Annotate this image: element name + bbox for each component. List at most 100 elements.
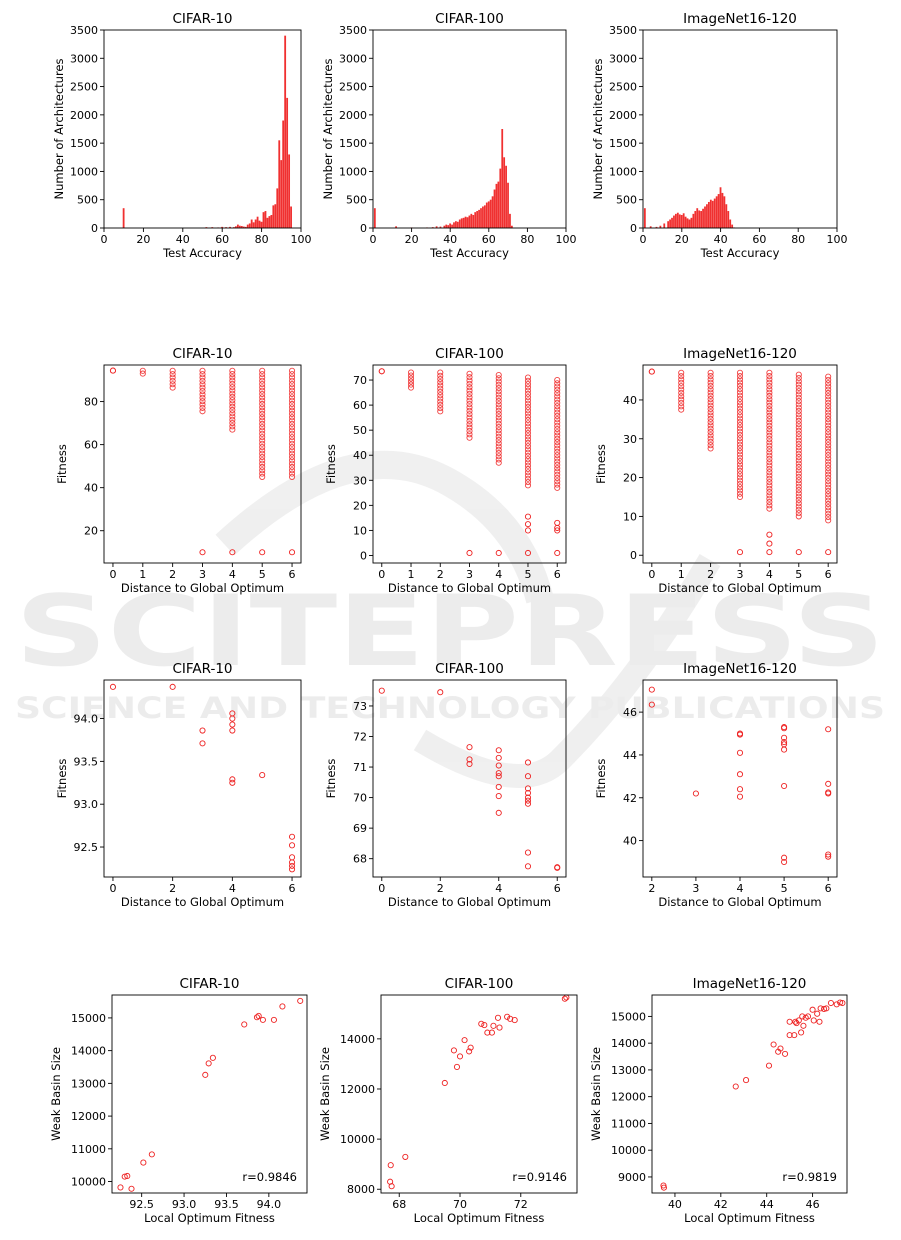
data-point	[209, 1054, 216, 1061]
histogram-bar	[505, 165, 507, 228]
x-tick-label: 93.0	[172, 1198, 197, 1211]
data-point	[795, 398, 802, 405]
data-point	[795, 427, 802, 434]
data-point	[288, 387, 296, 394]
data-point	[736, 786, 744, 793]
data-point	[736, 425, 744, 432]
data-point	[524, 410, 532, 417]
data-point	[524, 449, 532, 456]
data-point	[259, 371, 266, 378]
histogram-bar	[443, 225, 446, 228]
plot-frame	[651, 994, 848, 1194]
data-point	[766, 489, 773, 496]
y-tick-label: 30	[353, 474, 367, 487]
watermark-brand: SCITEPRESS	[15, 575, 885, 689]
data-point	[437, 382, 444, 389]
data-point	[678, 393, 685, 400]
data-point	[554, 416, 561, 423]
data-point	[259, 450, 266, 457]
data-point	[554, 468, 561, 475]
data-point	[124, 1172, 131, 1180]
data-point	[792, 1018, 799, 1025]
data-point	[736, 477, 744, 484]
x-axis-label: Distance to Global Optimum	[658, 581, 821, 595]
data-point	[795, 477, 802, 484]
data-point	[648, 701, 655, 708]
histogram-bar	[719, 187, 722, 228]
histogram-bar	[476, 211, 479, 228]
x-tick-label: 2	[169, 882, 176, 895]
x-tick-label: 100	[556, 233, 577, 246]
chart-panel-r2c2: 0 1 2 3 4 5 6010203040506070CIFAR-100Distance …	[324, 346, 567, 595]
histogram-bar	[671, 217, 673, 228]
histogram-bar	[655, 226, 658, 228]
data-point	[766, 386, 773, 393]
y-axis-label: Number of Architectures	[591, 59, 605, 200]
x-tick-label: 4	[495, 568, 502, 581]
data-point	[678, 386, 685, 393]
data-point	[466, 421, 473, 428]
data-point	[827, 999, 834, 1007]
data-point	[117, 1184, 124, 1191]
histogram-bar	[725, 204, 728, 228]
data-point	[169, 374, 176, 381]
data-point	[494, 1014, 502, 1021]
data-point	[795, 384, 802, 391]
data-point	[554, 419, 561, 426]
data-point	[678, 369, 685, 376]
y-tick-label: 10	[353, 524, 367, 537]
data-point	[229, 384, 236, 391]
histogram-bar	[678, 214, 681, 228]
x-tick-label: 72	[514, 1198, 528, 1211]
data-point	[524, 423, 532, 430]
data-point	[288, 407, 296, 414]
y-tick-label: 15000	[611, 1010, 646, 1023]
data-point	[766, 498, 773, 506]
histogram-bar	[456, 221, 459, 228]
data-point	[524, 527, 532, 534]
histogram-bar	[700, 211, 703, 228]
x-tick-label: 5	[524, 568, 531, 581]
data-point	[766, 429, 773, 436]
data-point	[736, 793, 744, 800]
histogram-bar	[692, 213, 695, 228]
data-point	[707, 435, 714, 442]
data-point	[229, 549, 236, 556]
histogram-bar	[274, 204, 277, 228]
data-point	[777, 1045, 784, 1052]
y-tick-label: 2500	[339, 81, 367, 94]
chart-panel-r4c2: 68 70 72 8000 10000 12000 14000 CIFAR-100 Local …	[318, 976, 578, 1225]
data-point	[795, 503, 802, 510]
data-point	[766, 485, 773, 492]
data-point	[554, 390, 561, 397]
data-point	[387, 1162, 394, 1169]
y-tick-label: 93.5	[74, 755, 99, 768]
data-point	[678, 389, 685, 396]
data-point	[810, 1017, 817, 1024]
data-point	[229, 387, 236, 394]
data-point	[241, 1021, 248, 1028]
data-point	[524, 400, 532, 407]
data-point	[288, 367, 296, 374]
x-tick-label: 94.0	[257, 1198, 282, 1211]
data-point	[437, 401, 444, 408]
x-tick-label: 4	[737, 882, 744, 895]
data-point	[707, 386, 714, 393]
x-tick-label: 93.5	[214, 1198, 239, 1211]
y-tick-label: 80	[84, 396, 98, 409]
data-point	[524, 416, 532, 424]
data-point	[795, 496, 802, 503]
data-point	[495, 414, 502, 421]
data-point	[678, 396, 685, 403]
data-point	[229, 406, 236, 414]
histogram-bar	[254, 219, 257, 228]
histogram-bar	[470, 213, 473, 228]
data-point	[229, 721, 236, 728]
y-tick-label: 12000	[71, 1110, 106, 1123]
x-tick-label: 40	[668, 1198, 682, 1211]
data-point	[795, 1017, 802, 1024]
correlation-annotation: r=0.9846	[242, 1170, 297, 1184]
data-point	[288, 410, 296, 417]
data-point	[795, 411, 802, 418]
